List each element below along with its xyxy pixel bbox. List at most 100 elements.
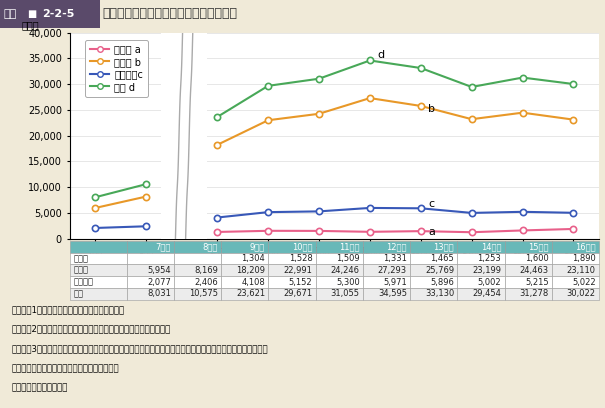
- Text: 31,055: 31,055: [331, 289, 359, 299]
- Text: 3　平成９年度からは調査方法等を改めたため，それ以前との比較はできない。なお，小学校について: 3 平成９年度からは調査方法等を改めたため，それ以前との比較はできない。なお，小…: [12, 344, 269, 353]
- Text: a: a: [428, 227, 436, 237]
- Text: 2,077: 2,077: [147, 277, 171, 287]
- Bar: [316, 288, 363, 300]
- Text: 8,031: 8,031: [147, 289, 171, 299]
- Text: 5,971: 5,971: [383, 277, 407, 287]
- Bar: [410, 288, 457, 300]
- Text: 10,575: 10,575: [189, 289, 218, 299]
- Text: 合計: 合計: [74, 289, 84, 299]
- Text: 8,169: 8,169: [194, 266, 218, 275]
- Bar: [70, 253, 127, 264]
- Bar: [457, 241, 505, 253]
- Text: 1,304: 1,304: [241, 254, 265, 263]
- Text: 1,253: 1,253: [477, 254, 502, 263]
- Text: 4,108: 4,108: [241, 277, 265, 287]
- Text: 23,199: 23,199: [473, 266, 502, 275]
- Bar: [127, 241, 174, 253]
- Text: 25,769: 25,769: [425, 266, 454, 275]
- Bar: [174, 253, 221, 264]
- Bar: [457, 253, 505, 264]
- Text: 5,954: 5,954: [147, 266, 171, 275]
- Text: 9年度: 9年度: [250, 242, 265, 251]
- Text: 22,991: 22,991: [284, 266, 312, 275]
- Bar: [505, 241, 552, 253]
- Bar: [127, 253, 174, 264]
- Text: 5,215: 5,215: [525, 277, 549, 287]
- Bar: [505, 264, 552, 276]
- Bar: [127, 276, 174, 288]
- Bar: [457, 276, 505, 288]
- Bar: [127, 264, 174, 276]
- Text: 学校内における暴力行為発生件数の推移: 学校内における暴力行為発生件数の推移: [103, 7, 238, 20]
- Bar: [410, 264, 457, 276]
- Text: 5,896: 5,896: [430, 277, 454, 287]
- Text: 31,278: 31,278: [519, 289, 549, 299]
- Text: 29,671: 29,671: [283, 289, 312, 299]
- Text: 27,293: 27,293: [378, 266, 407, 275]
- Bar: [161, 25, 207, 241]
- Bar: [316, 253, 363, 264]
- Text: b: b: [428, 104, 436, 114]
- Bar: [0, 0, 100, 28]
- Text: 5,022: 5,022: [572, 277, 596, 287]
- Text: 23,621: 23,621: [236, 289, 265, 299]
- Text: 1,600: 1,600: [525, 254, 549, 263]
- Text: （資料）文部科学省調べ: （資料）文部科学省調べ: [12, 384, 68, 392]
- Text: 14年度: 14年度: [481, 242, 502, 251]
- Bar: [269, 241, 316, 253]
- Bar: [552, 253, 599, 264]
- Bar: [505, 276, 552, 288]
- Bar: [505, 253, 552, 264]
- Text: 24,246: 24,246: [331, 266, 359, 275]
- Text: 30,022: 30,022: [567, 289, 596, 299]
- Text: 図表: 図表: [3, 9, 16, 19]
- Bar: [174, 264, 221, 276]
- Text: 13年度: 13年度: [434, 242, 454, 251]
- Text: 中学校: 中学校: [74, 266, 89, 275]
- Bar: [221, 264, 269, 276]
- Bar: [70, 241, 127, 253]
- Text: （件）: （件）: [22, 20, 39, 31]
- Bar: [221, 276, 269, 288]
- Text: ■: ■: [27, 9, 36, 19]
- Text: 12年度: 12年度: [387, 242, 407, 251]
- Bar: [221, 288, 269, 300]
- Text: 1,528: 1,528: [289, 254, 312, 263]
- Bar: [410, 276, 457, 288]
- Bar: [457, 264, 505, 276]
- Text: 1,509: 1,509: [336, 254, 359, 263]
- Text: 29,454: 29,454: [473, 289, 502, 299]
- Bar: [174, 288, 221, 300]
- Text: d: d: [378, 50, 385, 60]
- Bar: [363, 241, 410, 253]
- Bar: [457, 288, 505, 300]
- Bar: [269, 253, 316, 264]
- Bar: [269, 264, 316, 276]
- Bar: [70, 276, 127, 288]
- Legend: 小学校 a, 中学校 b, 高等学校c, 合計 d: 小学校 a, 中学校 b, 高等学校c, 合計 d: [85, 40, 148, 97]
- Text: 高等学校: 高等学校: [74, 277, 94, 287]
- Bar: [552, 264, 599, 276]
- Bar: [70, 288, 127, 300]
- Text: 2　平成８年度までは「校内暴力」の状況についての調査。: 2 平成８年度までは「校内暴力」の状況についての調査。: [12, 325, 171, 334]
- Bar: [363, 288, 410, 300]
- Text: 1,890: 1,890: [572, 254, 596, 263]
- Bar: [316, 241, 363, 253]
- Text: 33,130: 33,130: [425, 289, 454, 299]
- Text: 18,209: 18,209: [236, 266, 265, 275]
- Bar: [363, 264, 410, 276]
- Bar: [127, 288, 174, 300]
- Text: 7年度: 7年度: [155, 242, 171, 251]
- Bar: [269, 288, 316, 300]
- Bar: [552, 276, 599, 288]
- Text: 小学校: 小学校: [74, 254, 89, 263]
- Bar: [552, 288, 599, 300]
- Text: 5,300: 5,300: [336, 277, 359, 287]
- Text: 16年度: 16年度: [575, 242, 596, 251]
- Text: は，９年度から調査を行っている。: は，９年度から調査を行っている。: [12, 364, 120, 373]
- Text: 2,406: 2,406: [194, 277, 218, 287]
- Text: 23,110: 23,110: [567, 266, 596, 275]
- Text: 5,002: 5,002: [478, 277, 502, 287]
- Text: 34,595: 34,595: [378, 289, 407, 299]
- Text: 5,152: 5,152: [289, 277, 312, 287]
